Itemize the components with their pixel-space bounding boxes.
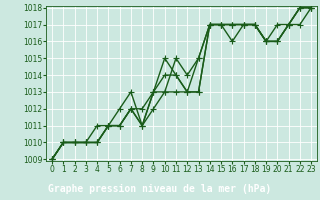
Text: Graphe pression niveau de la mer (hPa): Graphe pression niveau de la mer (hPa) xyxy=(48,184,272,194)
